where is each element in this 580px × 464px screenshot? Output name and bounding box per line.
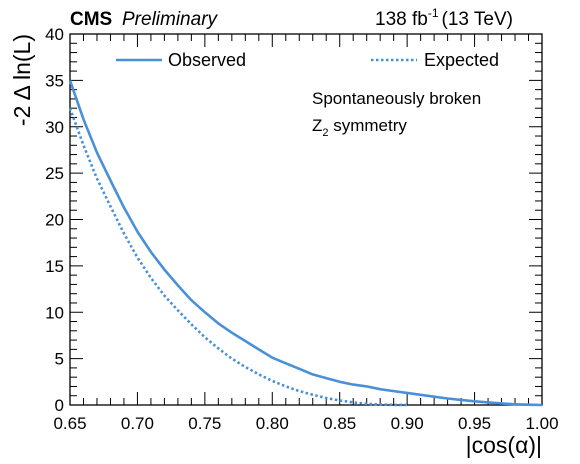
y-axis-title: -2 Δ ln(L) bbox=[9, 34, 35, 126]
y-tick-label: 10 bbox=[45, 303, 64, 322]
experiment-label: CMS bbox=[70, 9, 112, 30]
y-tick-label: 20 bbox=[45, 211, 64, 230]
x-tick-label: 0.90 bbox=[391, 414, 424, 433]
x-axis-title: |cos(α)| bbox=[466, 432, 542, 458]
energy-value: (13 TeV) bbox=[442, 9, 513, 30]
x-tick-labels: 0.65 0.70 0.75 0.80 0.85 0.90 0.95 1.00 bbox=[53, 414, 558, 433]
x-tick-label: 1.00 bbox=[525, 414, 558, 433]
x-tick-label: 0.65 bbox=[53, 414, 86, 433]
legend-observed-label: Observed bbox=[168, 50, 246, 70]
y-tick-label: 30 bbox=[45, 118, 64, 137]
y-tick-label: 40 bbox=[45, 25, 64, 44]
y-tick-labels: 0 5 10 15 20 25 30 35 40 bbox=[45, 25, 64, 415]
annotation-subscript: 2 bbox=[322, 127, 328, 139]
x-tick-label: 0.75 bbox=[188, 414, 221, 433]
data-series bbox=[68, 79, 543, 407]
series-expected-line bbox=[68, 107, 408, 407]
y-tick-label: 5 bbox=[55, 350, 64, 369]
series-observed-line bbox=[68, 79, 543, 407]
status-label: Preliminary bbox=[122, 9, 219, 30]
annotation-symbol: Z bbox=[312, 116, 322, 135]
y-tick-label: 35 bbox=[45, 71, 64, 90]
luminosity-exponent: -1 bbox=[428, 6, 439, 20]
legend-expected-label: Expected bbox=[424, 50, 499, 70]
annotation-line1: Spontaneously broken bbox=[312, 89, 481, 108]
luminosity-label: 138 fb-1 (13 TeV) bbox=[375, 6, 513, 30]
x-tick-label: 0.85 bbox=[323, 414, 356, 433]
annotation-line2: Z2 symmetry bbox=[312, 116, 407, 139]
y-tick-label: 0 bbox=[55, 396, 64, 415]
x-tick-label: 0.95 bbox=[458, 414, 491, 433]
annotation-suffix: symmetry bbox=[329, 116, 408, 135]
y-tick-label: 25 bbox=[45, 164, 64, 183]
legend: Observed Expected bbox=[116, 50, 499, 70]
y-tick-label: 15 bbox=[45, 257, 64, 276]
x-tick-label: 0.70 bbox=[121, 414, 154, 433]
luminosity-value: 138 fb bbox=[375, 9, 428, 30]
x-tick-label: 0.80 bbox=[256, 414, 289, 433]
